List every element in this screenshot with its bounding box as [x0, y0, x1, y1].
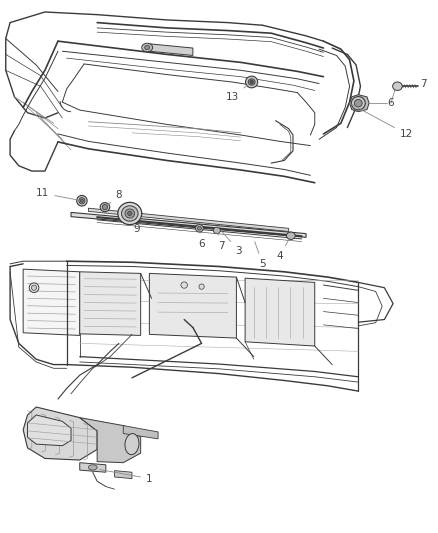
- Ellipse shape: [351, 96, 365, 110]
- Text: 3: 3: [221, 230, 242, 256]
- Ellipse shape: [102, 205, 108, 210]
- Ellipse shape: [246, 76, 258, 88]
- Text: 6: 6: [388, 98, 394, 108]
- Ellipse shape: [88, 465, 97, 470]
- Polygon shape: [88, 208, 289, 231]
- Text: 9: 9: [131, 216, 140, 235]
- Ellipse shape: [125, 209, 134, 218]
- Text: 1: 1: [100, 470, 153, 483]
- Ellipse shape: [195, 224, 203, 232]
- Ellipse shape: [127, 212, 132, 216]
- Ellipse shape: [354, 100, 362, 107]
- Polygon shape: [115, 471, 132, 479]
- Ellipse shape: [145, 45, 150, 50]
- Ellipse shape: [286, 232, 295, 239]
- Ellipse shape: [81, 199, 83, 203]
- Text: 12: 12: [350, 103, 413, 139]
- Polygon shape: [80, 463, 106, 472]
- Text: 8: 8: [107, 190, 122, 205]
- Polygon shape: [245, 278, 315, 346]
- Ellipse shape: [29, 283, 39, 293]
- Text: 11: 11: [36, 188, 79, 200]
- Polygon shape: [23, 269, 80, 335]
- Ellipse shape: [248, 79, 255, 85]
- Ellipse shape: [32, 285, 37, 290]
- Polygon shape: [149, 273, 237, 338]
- Ellipse shape: [142, 43, 152, 52]
- Ellipse shape: [118, 203, 142, 224]
- Polygon shape: [71, 213, 306, 237]
- Text: 7: 7: [218, 233, 225, 251]
- Text: 7: 7: [420, 78, 427, 88]
- Polygon shape: [80, 272, 141, 335]
- Polygon shape: [23, 407, 97, 460]
- Ellipse shape: [121, 206, 138, 221]
- Polygon shape: [149, 44, 193, 55]
- Text: 13: 13: [226, 84, 249, 102]
- Ellipse shape: [213, 227, 220, 233]
- Ellipse shape: [77, 196, 87, 206]
- Ellipse shape: [199, 284, 204, 289]
- Polygon shape: [80, 418, 141, 463]
- Ellipse shape: [250, 80, 253, 84]
- Polygon shape: [350, 95, 369, 112]
- Text: 5: 5: [255, 241, 266, 269]
- Polygon shape: [28, 415, 71, 446]
- Text: 6: 6: [198, 231, 205, 249]
- Ellipse shape: [181, 282, 187, 288]
- Polygon shape: [123, 425, 158, 439]
- Ellipse shape: [100, 203, 110, 212]
- Text: 4: 4: [277, 238, 290, 261]
- Ellipse shape: [392, 82, 402, 91]
- Ellipse shape: [125, 433, 139, 455]
- Ellipse shape: [79, 198, 85, 204]
- Ellipse shape: [197, 227, 201, 230]
